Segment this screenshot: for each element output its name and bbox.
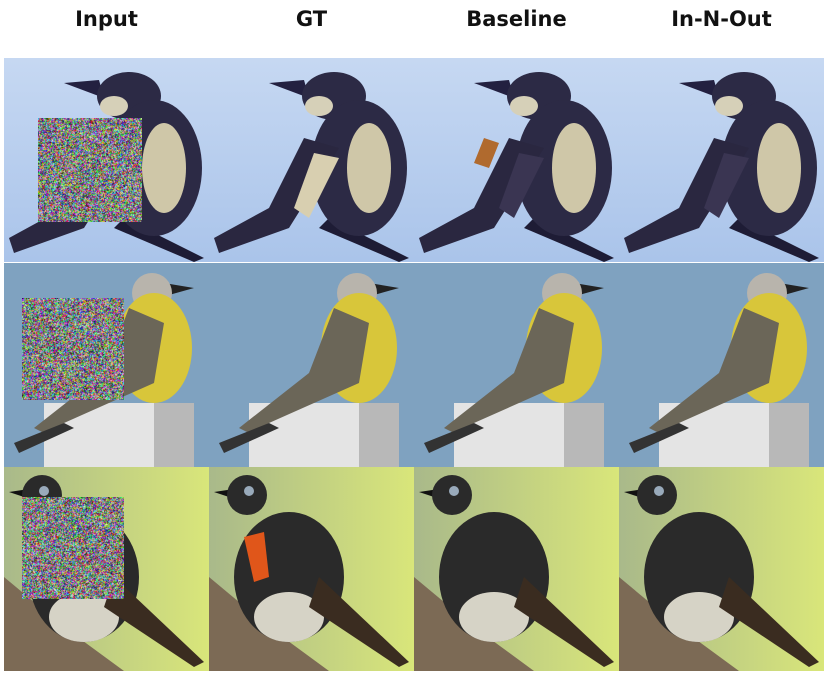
header-input: Input bbox=[4, 4, 209, 34]
image-bird-3-baseline bbox=[414, 467, 619, 671]
image-bird-3-in-n-out bbox=[619, 467, 824, 671]
header-gt: GT bbox=[209, 4, 414, 34]
header-baseline: Baseline bbox=[414, 4, 619, 34]
image-bird-2-gt bbox=[209, 263, 414, 467]
image-bird-1-in-n-out bbox=[619, 58, 824, 262]
image-bird-3-input bbox=[4, 467, 209, 671]
image-bird-2-in-n-out bbox=[619, 263, 824, 467]
image-bird-2-baseline bbox=[414, 263, 619, 467]
header-in-n-out: In-N-Out bbox=[619, 4, 824, 34]
noise-mask-patch bbox=[22, 497, 124, 599]
noise-mask-patch bbox=[22, 298, 124, 400]
noise-mask-patch bbox=[38, 118, 142, 222]
image-bird-1-baseline bbox=[414, 58, 619, 262]
image-bird-1-input bbox=[4, 58, 209, 262]
image-bird-1-gt bbox=[209, 58, 414, 262]
image-bird-2-input bbox=[4, 263, 209, 467]
image-bird-3-gt bbox=[209, 467, 414, 671]
